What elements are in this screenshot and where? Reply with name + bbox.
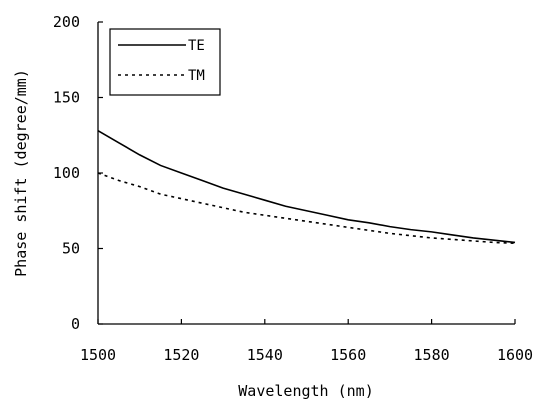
legend-label-te: TE — [188, 38, 205, 54]
legend: TE TM — [109, 28, 221, 96]
data-point-tm — [494, 242, 495, 243]
x-tick-label: 1540 — [247, 346, 283, 364]
data-point-tm — [243, 212, 244, 213]
y-tick-label: 50 — [62, 240, 80, 258]
y-axis-label: Phase shift (degree/mm) — [12, 69, 30, 277]
data-point-te — [202, 180, 203, 181]
series-layer — [97, 130, 516, 245]
data-point-te — [473, 237, 474, 238]
y-tick-label: 200 — [53, 13, 80, 31]
data-point-te — [452, 234, 453, 235]
data-point-tm — [118, 180, 119, 181]
data-point-tm — [410, 235, 411, 236]
data-point-te — [139, 154, 140, 155]
data-point-tm — [306, 221, 307, 222]
data-point-tm — [452, 239, 453, 240]
data-point-tm — [514, 243, 515, 244]
data-point-tm — [264, 215, 265, 216]
x-tick-label: 1500 — [80, 346, 116, 364]
data-point-te — [181, 172, 182, 173]
x-tick-label: 1580 — [414, 346, 450, 364]
data-point-te — [243, 194, 244, 195]
data-point-tm — [348, 227, 349, 228]
x-axis-label: Wavelength (nm) — [238, 382, 373, 400]
data-point-tm — [223, 207, 224, 208]
data-point-tm — [202, 203, 203, 204]
data-point-te — [410, 229, 411, 230]
data-point-te — [160, 165, 161, 166]
x-tick-label: 1520 — [163, 346, 199, 364]
data-point-tm — [139, 186, 140, 187]
data-point-tm — [181, 198, 182, 199]
y-tick-label: 0 — [71, 315, 80, 333]
data-point-te — [348, 219, 349, 220]
series-line-te — [97, 130, 516, 244]
data-point-tm — [431, 237, 432, 238]
data-point-te — [431, 231, 432, 232]
data-point-tm — [327, 224, 328, 225]
data-point-tm — [285, 218, 286, 219]
data-point-te — [389, 226, 390, 227]
data-point-tm — [368, 230, 369, 231]
data-point-tm — [473, 240, 474, 241]
data-point-tm — [97, 172, 98, 173]
data-point-te — [494, 240, 495, 241]
x-axis-ticks: 1500 1520 1540 1560 1580 1600 — [80, 319, 533, 364]
data-point-te — [97, 130, 98, 131]
y-tick-label: 150 — [53, 89, 80, 107]
data-point-tm — [389, 233, 390, 234]
y-axis-ticks: 0 50 100 150 200 — [53, 13, 103, 333]
data-point-te — [327, 215, 328, 216]
data-point-te — [285, 206, 286, 207]
data-point-te — [264, 200, 265, 201]
data-point-te — [368, 222, 369, 223]
data-point-te — [223, 188, 224, 189]
legend-box — [109, 28, 221, 96]
legend-label-tm: TM — [188, 68, 205, 84]
x-tick-label: 1600 — [497, 346, 533, 364]
y-tick-label: 100 — [53, 164, 80, 182]
data-point-tm — [160, 194, 161, 195]
data-point-te — [118, 142, 119, 143]
series-line-tm — [97, 172, 516, 245]
x-tick-label: 1560 — [330, 346, 366, 364]
data-point-te — [306, 210, 307, 211]
